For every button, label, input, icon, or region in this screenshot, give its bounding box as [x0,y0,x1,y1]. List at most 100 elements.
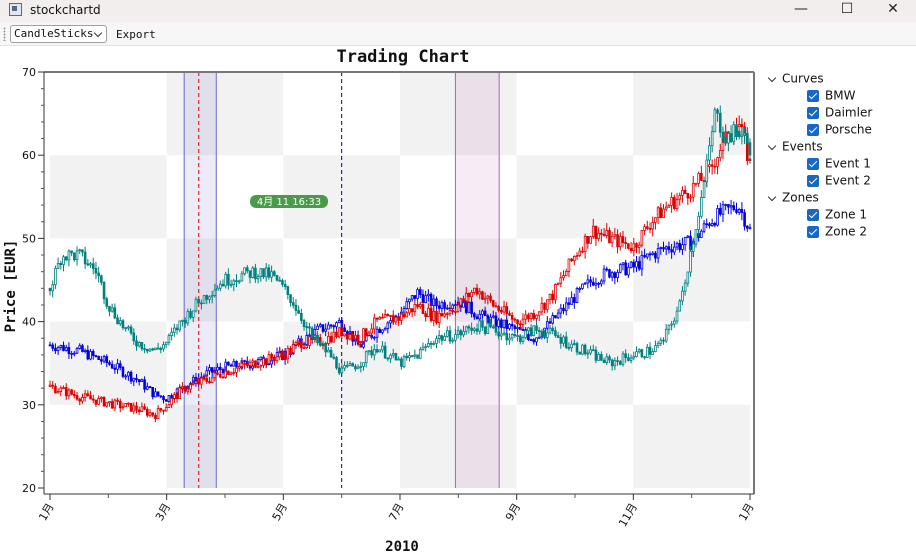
series-porsche[interactable] [48,105,752,376]
tree-item-event-1[interactable]: Event 1 [807,156,871,173]
candle-body [118,400,122,409]
background-cell [50,155,167,239]
export-button[interactable]: Export [116,28,156,41]
checkbox-checked-icon[interactable] [807,123,819,136]
candle-body [100,359,103,362]
candle-body [373,349,376,356]
tree-item-zone-1[interactable]: Zone 1 [807,207,867,224]
candle [186,384,190,395]
candle [229,371,233,375]
candle [59,261,63,270]
candle-body [510,314,514,320]
tree-item-label: Event 2 [825,173,871,188]
candle-body [259,356,263,360]
chevron-down-icon[interactable] [767,141,777,150]
candle [467,301,471,313]
minimize-button[interactable]: — [794,1,808,17]
candle-body [548,293,552,301]
candle [437,310,441,329]
y-tick-label: 30 [22,399,36,412]
checkbox-checked-icon[interactable] [807,174,819,187]
candle [673,317,676,328]
background-cell [516,404,634,488]
candle [316,331,319,346]
candle-body [589,236,592,244]
candle-body [124,327,127,330]
candle-body [610,235,614,244]
candle-body [394,316,398,323]
candle [429,341,433,349]
candle [564,331,568,350]
candle [54,343,57,354]
candle-body [605,356,609,363]
candle [173,323,176,337]
candle-body [586,352,590,355]
checkbox-checked-icon[interactable] [807,89,819,102]
close-button[interactable]: ✕ [887,1,899,17]
chart-type-select[interactable]: CandleSticks [10,25,107,43]
candle-body [281,280,284,285]
candle-body [589,349,592,354]
candle-body [675,242,679,248]
candle [413,295,417,302]
candle [86,258,90,267]
tree-item-zone-2[interactable]: Zone 2 [807,224,867,241]
tree-item-daimler[interactable]: Daimler [807,105,872,122]
toolbar-grip-icon[interactable] [3,27,6,41]
candle-body [75,395,79,400]
checkbox-checked-icon[interactable] [807,225,819,238]
candle-body [537,311,541,316]
candle [175,323,179,335]
candle-body [370,350,373,356]
candle-body [81,249,84,253]
tree-group-zones[interactable]: Zones [766,190,819,207]
checkbox-checked-icon[interactable] [807,106,819,119]
candle-body [500,333,503,337]
tree-item-porsche[interactable]: Porsche [807,122,872,139]
x-tick-label: 1月 [36,501,56,523]
candle-body [264,267,268,278]
candle [300,336,303,352]
candle [154,387,157,398]
candle [67,388,71,400]
candle [443,299,446,311]
tree-group-events[interactable]: Events [766,139,823,156]
candle-body [62,387,65,389]
candle [183,317,187,328]
candle [564,268,568,277]
checkbox-checked-icon[interactable] [807,208,819,221]
tree-item-event-2[interactable]: Event 2 [807,173,871,190]
maximize-button[interactable]: ☐ [840,1,854,17]
tree-item-bmw[interactable]: BMW [807,88,855,105]
candle-body [110,401,114,409]
candle [554,315,557,319]
candle-body [56,263,60,269]
candle-body [210,377,214,383]
candle-body [475,328,479,332]
candle-body [591,225,595,238]
candle-body [618,236,622,248]
candle [259,268,263,282]
candle-body [100,275,103,283]
candle-body [62,256,65,266]
candle-body [251,267,255,278]
candle-body [54,267,57,286]
candle [635,256,638,272]
candle [227,268,230,290]
candle [716,205,719,227]
checkbox-checked-icon[interactable] [807,157,819,170]
candle [51,381,55,390]
candle [245,359,249,368]
trading-chart[interactable]: 20 30 40 50 60 70 1月 3月 5月 7月 9月 11月 1月 2010 Price [EU… [0,46,760,554]
candle [454,328,457,343]
candle-body [594,282,598,286]
candle [570,257,573,263]
candle-body [513,318,517,321]
candle [221,375,225,379]
tree-group-curves[interactable]: Curves [766,71,824,88]
chevron-down-icon[interactable] [767,73,777,82]
chevron-down-icon[interactable] [767,192,777,201]
candle-body [202,377,206,380]
candle-body [567,347,571,349]
candle [613,357,617,371]
